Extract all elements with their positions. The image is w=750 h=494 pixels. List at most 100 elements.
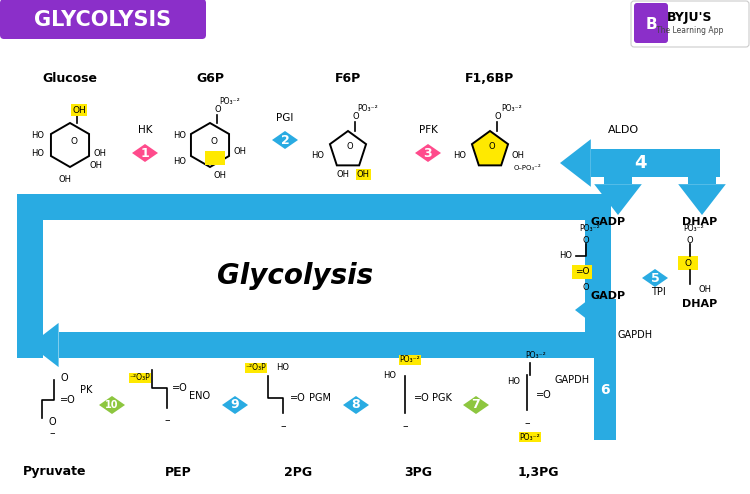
Text: ⁻²O₃P: ⁻²O₃P — [246, 364, 266, 372]
Text: GADP: GADP — [590, 291, 626, 301]
Polygon shape — [30, 323, 58, 367]
Text: ENO: ENO — [190, 391, 211, 401]
Text: Glucose: Glucose — [43, 72, 98, 84]
Text: 1,3PG: 1,3PG — [518, 465, 559, 479]
Text: OH: OH — [94, 149, 106, 158]
Text: GAPDH: GAPDH — [554, 375, 590, 385]
Text: –: – — [524, 418, 530, 428]
Text: PK: PK — [80, 385, 92, 395]
Bar — [585, 194, 611, 220]
Text: ⁻²O₃P: ⁻²O₃P — [130, 373, 150, 382]
Text: O: O — [489, 141, 495, 151]
Text: –: – — [280, 421, 286, 431]
Text: HK: HK — [138, 125, 152, 135]
Polygon shape — [472, 131, 508, 165]
Text: OH: OH — [233, 147, 247, 156]
Text: HO: HO — [173, 130, 187, 139]
Text: O: O — [60, 373, 68, 383]
Text: –: – — [402, 421, 408, 431]
Text: 10: 10 — [105, 400, 118, 410]
Text: 6: 6 — [600, 383, 610, 397]
Text: ALDO: ALDO — [608, 125, 638, 135]
Text: O: O — [687, 236, 693, 245]
FancyBboxPatch shape — [0, 0, 206, 39]
Text: GAPDH: GAPDH — [617, 330, 652, 340]
Text: 7: 7 — [472, 399, 480, 412]
Text: OH: OH — [214, 170, 226, 179]
Text: O: O — [352, 112, 359, 121]
Text: PO₃⁻²: PO₃⁻² — [580, 223, 600, 233]
Text: O: O — [583, 284, 590, 292]
Bar — [604, 177, 632, 184]
Text: HO: HO — [32, 149, 44, 158]
Text: PO₃⁻²: PO₃⁻² — [520, 433, 540, 442]
Text: =O: =O — [290, 393, 306, 403]
Text: OH: OH — [58, 174, 71, 183]
Text: DHAP: DHAP — [682, 299, 718, 309]
Text: PGI: PGI — [276, 113, 294, 123]
Text: HO: HO — [559, 251, 572, 260]
Polygon shape — [51, 123, 89, 167]
Polygon shape — [463, 396, 489, 414]
Text: 5: 5 — [650, 272, 659, 285]
Text: =O: =O — [60, 395, 76, 405]
Text: O: O — [346, 141, 353, 151]
Polygon shape — [642, 269, 668, 287]
Bar — [17, 332, 43, 358]
Bar — [599, 299, 616, 321]
Text: HO: HO — [454, 151, 466, 160]
Bar — [591, 149, 720, 177]
Text: OH: OH — [337, 169, 350, 178]
Text: Pyruvate: Pyruvate — [23, 465, 87, 479]
Polygon shape — [191, 123, 229, 167]
Bar — [30, 194, 598, 220]
Text: Glycolysis: Glycolysis — [217, 262, 373, 290]
Text: =O: =O — [536, 390, 552, 400]
Text: OH: OH — [89, 161, 103, 169]
Text: 2PG: 2PG — [284, 465, 312, 479]
Text: O: O — [70, 136, 77, 146]
Text: O: O — [583, 236, 590, 245]
Bar — [688, 177, 716, 184]
Polygon shape — [272, 131, 298, 149]
Text: O: O — [211, 136, 218, 146]
Text: 3: 3 — [424, 147, 432, 160]
Text: PO₃⁻²: PO₃⁻² — [358, 104, 378, 113]
Text: PO₃⁻²: PO₃⁻² — [684, 223, 704, 233]
Text: O: O — [495, 112, 501, 121]
Polygon shape — [132, 144, 158, 162]
Text: HO: HO — [311, 151, 325, 160]
Text: OH: OH — [72, 106, 86, 115]
Text: GLYCOLYSIS: GLYCOLYSIS — [34, 10, 172, 30]
Text: BYJU'S: BYJU'S — [668, 10, 712, 24]
Polygon shape — [343, 396, 369, 414]
Text: B: B — [645, 16, 657, 32]
Polygon shape — [99, 396, 125, 414]
Polygon shape — [560, 139, 591, 187]
Text: PGK: PGK — [432, 393, 452, 403]
Polygon shape — [222, 396, 248, 414]
Text: =O: =O — [414, 393, 430, 403]
Bar — [205, 151, 225, 165]
Text: 2: 2 — [280, 133, 290, 147]
Polygon shape — [575, 291, 599, 329]
Text: PO₃⁻²: PO₃⁻² — [502, 104, 522, 113]
Text: O: O — [214, 105, 221, 114]
Text: GADP: GADP — [590, 217, 626, 227]
Text: PGM: PGM — [309, 393, 331, 403]
Polygon shape — [415, 144, 441, 162]
Text: OH: OH — [512, 151, 524, 160]
Text: F6P: F6P — [334, 72, 362, 84]
Text: 4: 4 — [634, 154, 646, 172]
Text: 9: 9 — [231, 399, 239, 412]
Polygon shape — [678, 184, 726, 215]
Text: O: O — [685, 258, 692, 267]
Text: DHAP: DHAP — [682, 217, 718, 227]
Text: TPI: TPI — [650, 287, 665, 297]
Text: –: – — [50, 428, 55, 438]
FancyBboxPatch shape — [634, 3, 668, 43]
Text: F1,6BP: F1,6BP — [465, 72, 514, 84]
Text: =O: =O — [574, 267, 590, 277]
Text: G6P: G6P — [196, 72, 224, 84]
Text: HO: HO — [277, 364, 290, 372]
